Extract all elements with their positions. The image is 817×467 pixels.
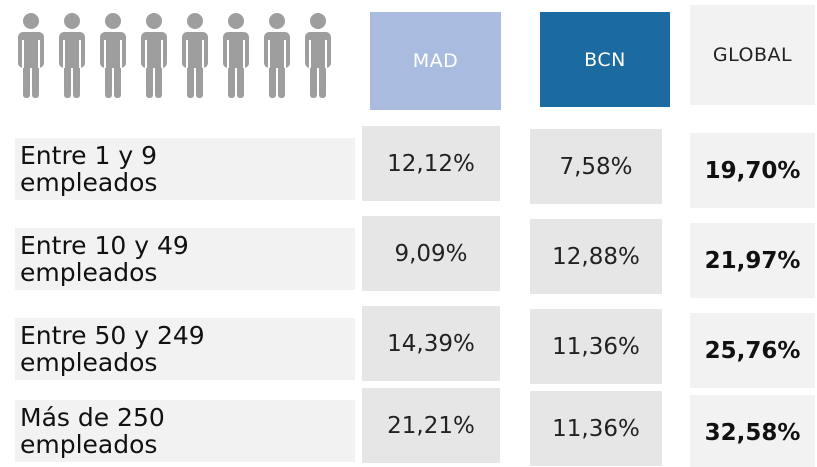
column-header: GLOBAL — [690, 5, 815, 105]
cell-value: 21,97% — [690, 223, 815, 298]
cell-value: 11,36% — [530, 391, 662, 466]
cell-value: 11,36% — [530, 309, 662, 384]
column-header: MAD — [370, 12, 501, 110]
row-label: Entre 50 y 249 empleados — [15, 318, 355, 380]
cell-value: 21,21% — [362, 388, 500, 463]
row-label: Más de 250 empleados — [15, 400, 355, 462]
cell-value: 25,76% — [690, 313, 815, 388]
cell-value: 19,70% — [690, 133, 815, 208]
cell-value: 32,58% — [690, 395, 815, 467]
cell-value: 7,58% — [530, 129, 662, 204]
row-label: Entre 1 y 9 empleados — [15, 138, 355, 200]
cell-value: 12,88% — [530, 219, 662, 294]
column-header: BCN — [540, 12, 670, 107]
people-icons — [17, 12, 332, 99]
cell-value: 14,39% — [362, 306, 500, 381]
cell-value: 9,09% — [362, 216, 500, 291]
row-label: Entre 10 y 49 empleados — [15, 228, 355, 290]
cell-value: 12,12% — [362, 126, 500, 201]
